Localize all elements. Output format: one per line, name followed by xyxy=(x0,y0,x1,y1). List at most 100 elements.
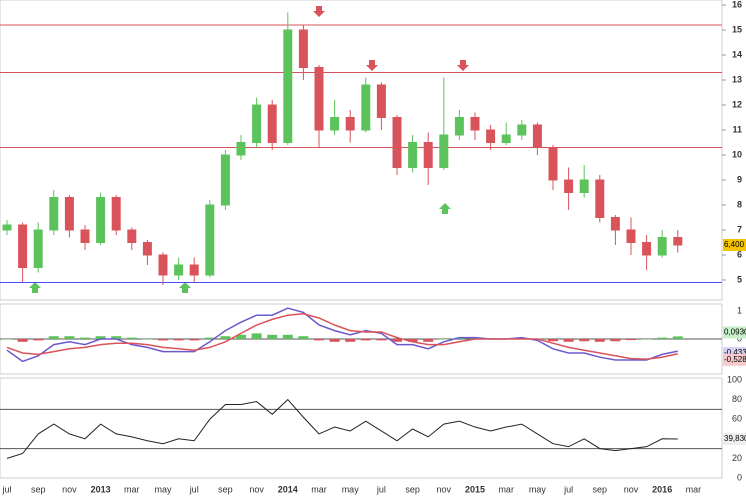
y-tick-label: 60 xyxy=(732,414,742,424)
rsi-line xyxy=(6,398,678,459)
x-tick-label: may xyxy=(342,484,360,494)
candle-body xyxy=(80,229,90,243)
y-tick-label: 5 xyxy=(737,274,742,284)
candle-body xyxy=(376,84,386,118)
candle-body xyxy=(423,142,433,168)
candle-body xyxy=(595,179,605,218)
histogram-bar xyxy=(360,339,371,341)
x-tick-label: jul xyxy=(189,484,199,494)
histogram-bar xyxy=(657,337,668,339)
candle-body xyxy=(142,242,152,256)
candle-body xyxy=(486,129,496,143)
histogram-bar xyxy=(438,339,449,340)
candle-body xyxy=(439,134,449,168)
candle-body xyxy=(298,29,308,68)
histogram-bar xyxy=(423,339,434,342)
candle-body xyxy=(283,29,293,143)
x-tick-label: 2014 xyxy=(278,484,298,494)
histogram-bar xyxy=(80,337,90,339)
candle-body xyxy=(642,242,652,256)
value-flag-label: -0,433 xyxy=(724,348,746,357)
candle-body xyxy=(330,117,340,131)
y-tick-label: 80 xyxy=(732,394,742,404)
candle-body xyxy=(532,124,542,148)
y-tick-label: 15 xyxy=(732,24,742,34)
x-tick-label: nov xyxy=(62,484,77,494)
histogram-bar xyxy=(17,339,28,342)
y-tick-label: 0 xyxy=(737,472,742,482)
buy-arrow xyxy=(439,203,451,214)
candle-body xyxy=(408,142,418,168)
value-flag xyxy=(723,353,746,366)
candle-body xyxy=(189,264,199,276)
value-flag xyxy=(723,432,746,445)
x-tick-label: mar xyxy=(498,484,514,494)
candle-body xyxy=(127,229,137,243)
candle-body xyxy=(267,104,277,143)
x-tick-label: sep xyxy=(218,484,233,494)
histogram-bar xyxy=(267,334,278,339)
macd-line xyxy=(6,313,678,360)
x-tick-label: nov xyxy=(249,484,264,494)
y-tick-label: 7 xyxy=(737,224,742,234)
histogram-bar xyxy=(329,339,340,342)
x-tick-label: sep xyxy=(593,484,608,494)
x-tick-label: jul xyxy=(376,484,386,494)
candle-body xyxy=(564,179,574,193)
candle-body xyxy=(18,224,28,268)
macd-line xyxy=(6,307,678,363)
histogram-bar xyxy=(189,339,200,341)
candle-body xyxy=(610,217,620,231)
x-tick-label: nov xyxy=(437,484,452,494)
value-flag xyxy=(723,326,746,339)
signal-arrows xyxy=(29,6,469,293)
histogram-bar xyxy=(111,336,122,339)
candle-body xyxy=(2,224,12,231)
y-tick-label: 8 xyxy=(737,199,742,209)
sell-arrow xyxy=(313,6,325,17)
histogram-bar xyxy=(126,337,137,339)
x-tick-label: sep xyxy=(31,484,46,494)
buy-arrow xyxy=(179,282,191,293)
histogram-bar xyxy=(251,333,262,339)
histogram-bar xyxy=(548,339,558,342)
histogram-bar xyxy=(236,334,246,339)
x-tick-label: sep xyxy=(405,484,420,494)
histogram-bar xyxy=(314,339,324,341)
y-tick-label: 6 xyxy=(737,249,742,259)
candle-body xyxy=(96,197,106,243)
buy-arrow xyxy=(29,282,41,293)
x-tick-label: jul xyxy=(1,484,11,494)
x-tick-label: 2013 xyxy=(91,484,111,494)
value-flag xyxy=(723,239,746,251)
rsi-panel xyxy=(0,377,723,479)
candle-body xyxy=(470,117,480,131)
sell-arrow xyxy=(457,60,469,71)
candle-body xyxy=(158,254,168,276)
histogram-bar xyxy=(641,339,652,340)
candle-body xyxy=(314,67,324,131)
histogram-bar xyxy=(407,339,418,342)
histogram-bar xyxy=(158,339,168,341)
x-tick-label: mar xyxy=(124,484,140,494)
value-flag-label: 0,0930 xyxy=(724,328,746,337)
x-tick-label: nov xyxy=(624,484,639,494)
y-tick-label: 12 xyxy=(732,99,742,109)
value-flag-label: 6,400 xyxy=(724,240,745,249)
y-tick-label: 20 xyxy=(732,453,742,463)
value-flag-label: 39,830 xyxy=(724,434,746,443)
sell-arrow xyxy=(366,60,378,71)
y-tick-label: 13 xyxy=(732,74,742,84)
candle-body xyxy=(454,117,464,136)
candle-body xyxy=(626,229,636,243)
histogram-bar xyxy=(594,339,605,342)
candle-body xyxy=(205,204,215,276)
y-tick-label: 11 xyxy=(732,124,742,134)
histogram-bar xyxy=(220,336,231,339)
x-tick-label: 2016 xyxy=(652,484,672,494)
candle-body xyxy=(64,197,74,231)
candle-body xyxy=(517,124,527,136)
candle-body xyxy=(392,117,402,168)
histogram-bar xyxy=(2,339,12,340)
